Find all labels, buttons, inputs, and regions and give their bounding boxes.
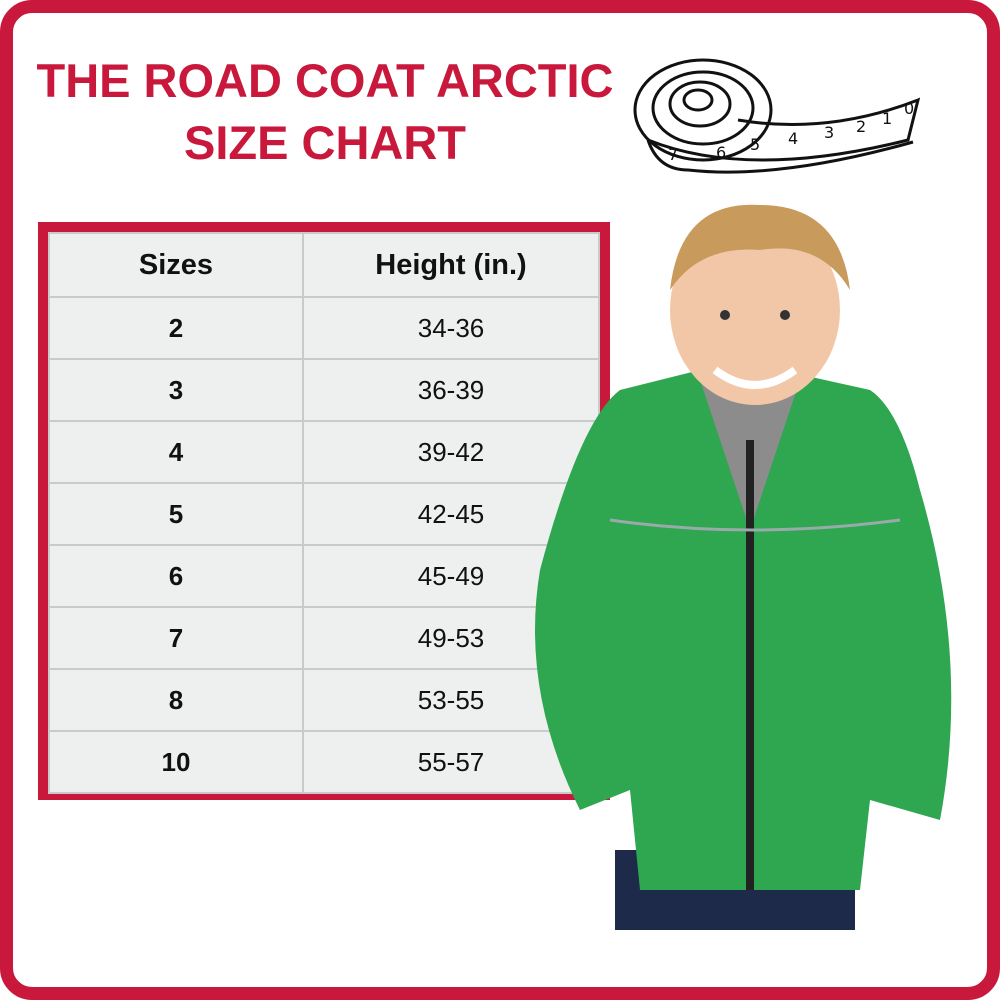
- height-cell: 55-57: [302, 730, 600, 794]
- header-height: Height (in.): [302, 232, 600, 298]
- table-row: 7 49-53: [48, 606, 600, 670]
- title-line-1: THE ROAD COAT ARCTIC: [36, 54, 614, 107]
- tape-number: 3: [824, 123, 834, 142]
- height-cell: 34-36: [302, 296, 600, 360]
- tape-number: 2: [856, 117, 866, 136]
- size-cell: 2: [48, 296, 304, 360]
- height-cell: 39-42: [302, 420, 600, 484]
- table-row: 3 36-39: [48, 358, 600, 422]
- height-cell: 36-39: [302, 358, 600, 422]
- size-table: Sizes Height (in.) 2 34-36 3 36-39 4 39-42 5 42…: [38, 222, 610, 800]
- table-row: 5 42-45: [48, 482, 600, 546]
- header-sizes: Sizes: [48, 232, 304, 298]
- table-row: 10 55-57: [48, 730, 600, 794]
- tape-number: 5: [750, 135, 760, 154]
- table-row: 4 39-42: [48, 420, 600, 484]
- size-cell: 5: [48, 482, 304, 546]
- table-row: 2 34-36: [48, 296, 600, 360]
- tape-number: 0: [904, 99, 914, 118]
- tape-number: 4: [788, 129, 798, 148]
- tape-number: 1: [882, 109, 892, 128]
- size-cell: 10: [48, 730, 304, 794]
- size-cell: 6: [48, 544, 304, 608]
- size-cell: 8: [48, 668, 304, 732]
- tape-number: 6: [716, 143, 726, 162]
- table-row: 6 45-49: [48, 544, 600, 608]
- size-cell: 3: [48, 358, 304, 422]
- measuring-tape-icon: 7 6 5 4 3 2 10: [633, 58, 921, 174]
- page-title: THE ROAD COAT ARCTIC SIZE CHART: [20, 50, 630, 174]
- size-cell: 7: [48, 606, 304, 670]
- table-row: 8 53-55: [48, 668, 600, 732]
- child-in-green-jacket-photo: [535, 204, 952, 930]
- title-line-2: SIZE CHART: [184, 116, 466, 169]
- tape-number: 7: [668, 145, 678, 164]
- size-cell: 4: [48, 420, 304, 484]
